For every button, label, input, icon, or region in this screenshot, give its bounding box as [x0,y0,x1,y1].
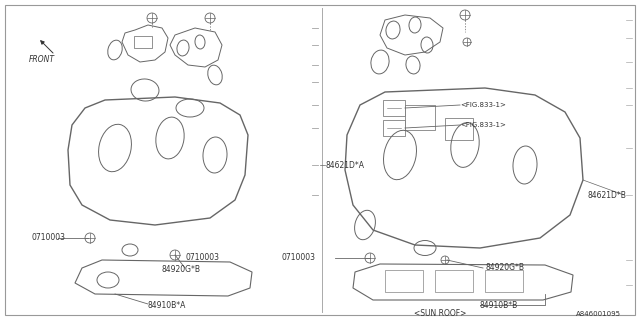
Text: 0710003: 0710003 [32,234,66,243]
Bar [385,270,423,292]
Bar [435,270,473,292]
Text: 0710003: 0710003 [281,253,315,262]
Text: 84910B*A: 84910B*A [148,300,186,309]
Text: FRONT: FRONT [29,55,55,65]
Text: <FIG.833-1>: <FIG.833-1> [460,102,506,108]
Text: 84621D*A: 84621D*A [325,161,364,170]
Text: 84621D*B: 84621D*B [587,190,626,199]
Text: <FIG.833-1>: <FIG.833-1> [460,122,506,128]
Bar [405,105,435,130]
Bar [383,100,405,116]
Bar [445,118,473,140]
Text: <SUN ROOF>: <SUN ROOF> [414,309,466,318]
Text: 0710003: 0710003 [185,253,219,262]
Text: 84920G*B: 84920G*B [485,263,524,273]
Bar [134,36,152,48]
Bar [485,270,523,292]
Bar [383,120,405,136]
Text: 84910B*B: 84910B*B [480,300,518,309]
Text: A846001095: A846001095 [575,311,621,317]
Text: 84920G*B: 84920G*B [162,266,201,275]
